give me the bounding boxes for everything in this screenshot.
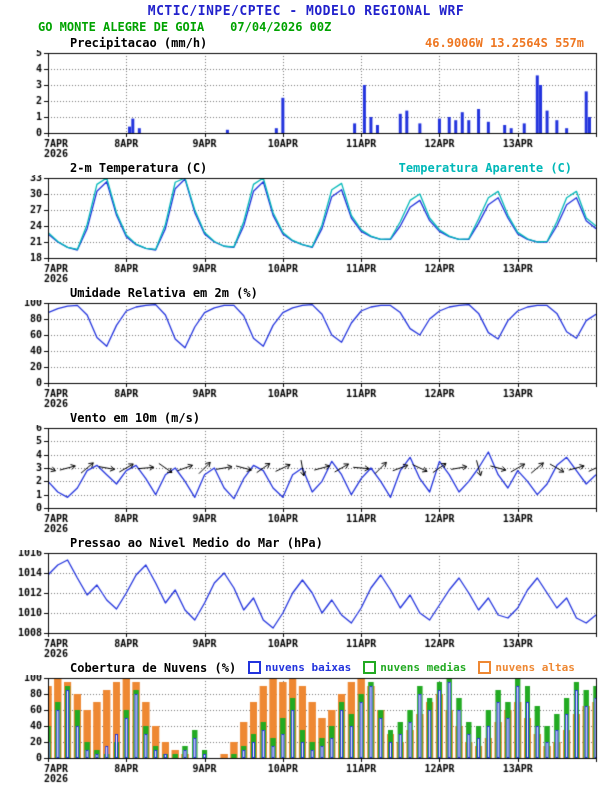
temperature-chart bbox=[0, 175, 612, 285]
panel-title-precipitation: Precipitacao (mm/h) bbox=[70, 35, 208, 50]
panel-pressure: Pressao ao Nivel Medio do Mar (hPa) bbox=[0, 535, 612, 660]
legend-low-clouds-label: nuvens baixas bbox=[265, 661, 352, 674]
legend-mid-clouds-label: nuvens medias bbox=[380, 661, 467, 674]
panel-wind: Vento em 10m (m/s) bbox=[0, 410, 612, 535]
apparent-temperature-legend: Temperatura Aparente (C) bbox=[398, 160, 572, 175]
panel-title-pressure: Pressao ao Nivel Medio do Mar (hPa) bbox=[70, 535, 323, 550]
panel-title-humidity: Umidade Relativa em 2m (%) bbox=[70, 285, 258, 300]
panel-temperature: 2-m Temperatura (C) Temperatura Aparente… bbox=[0, 160, 612, 285]
panel-title-temperature: 2-m Temperatura (C) bbox=[70, 160, 208, 175]
panel-precipitation: Precipitacao (mm/h) 46.9006W 13.2564S 55… bbox=[0, 35, 612, 160]
cloud-cover-chart bbox=[0, 675, 612, 785]
run-datetime: 07/04/2026 00Z bbox=[230, 20, 332, 34]
panel-humidity: Umidade Relativa em 2m (%) bbox=[0, 285, 612, 410]
mid-clouds-swatch-icon bbox=[363, 661, 377, 674]
panel-cloud-cover: Cobertura de Nuvens (%) nuvens baixas nu… bbox=[0, 660, 612, 785]
precipitation-chart bbox=[0, 50, 612, 160]
legend-high-clouds-label: nuvens altas bbox=[495, 661, 575, 674]
wind-chart bbox=[0, 425, 612, 535]
station-header: GO MONTE ALEGRE DE GOIA 07/04/2026 00Z bbox=[38, 20, 612, 35]
low-clouds-swatch-icon bbox=[248, 661, 262, 674]
panel-title-wind: Vento em 10m (m/s) bbox=[70, 410, 201, 425]
station-coordinates: 46.9006W 13.2564S 557m bbox=[425, 35, 584, 50]
humidity-chart bbox=[0, 300, 612, 410]
model-title: MCTIC/INPE/CPTEC - MODELO REGIONAL WRF bbox=[147, 4, 465, 19]
high-clouds-swatch-icon bbox=[478, 661, 492, 674]
legend-high-clouds: nuvens altas bbox=[478, 661, 575, 674]
legend-mid-clouds: nuvens medias bbox=[363, 661, 466, 674]
legend-low-clouds: nuvens baixas bbox=[248, 661, 351, 674]
station-name: GO MONTE ALEGRE DE GOIA bbox=[38, 20, 205, 34]
panel-title-cloud-cover: Cobertura de Nuvens (%) bbox=[70, 660, 237, 675]
pressure-chart bbox=[0, 550, 612, 660]
